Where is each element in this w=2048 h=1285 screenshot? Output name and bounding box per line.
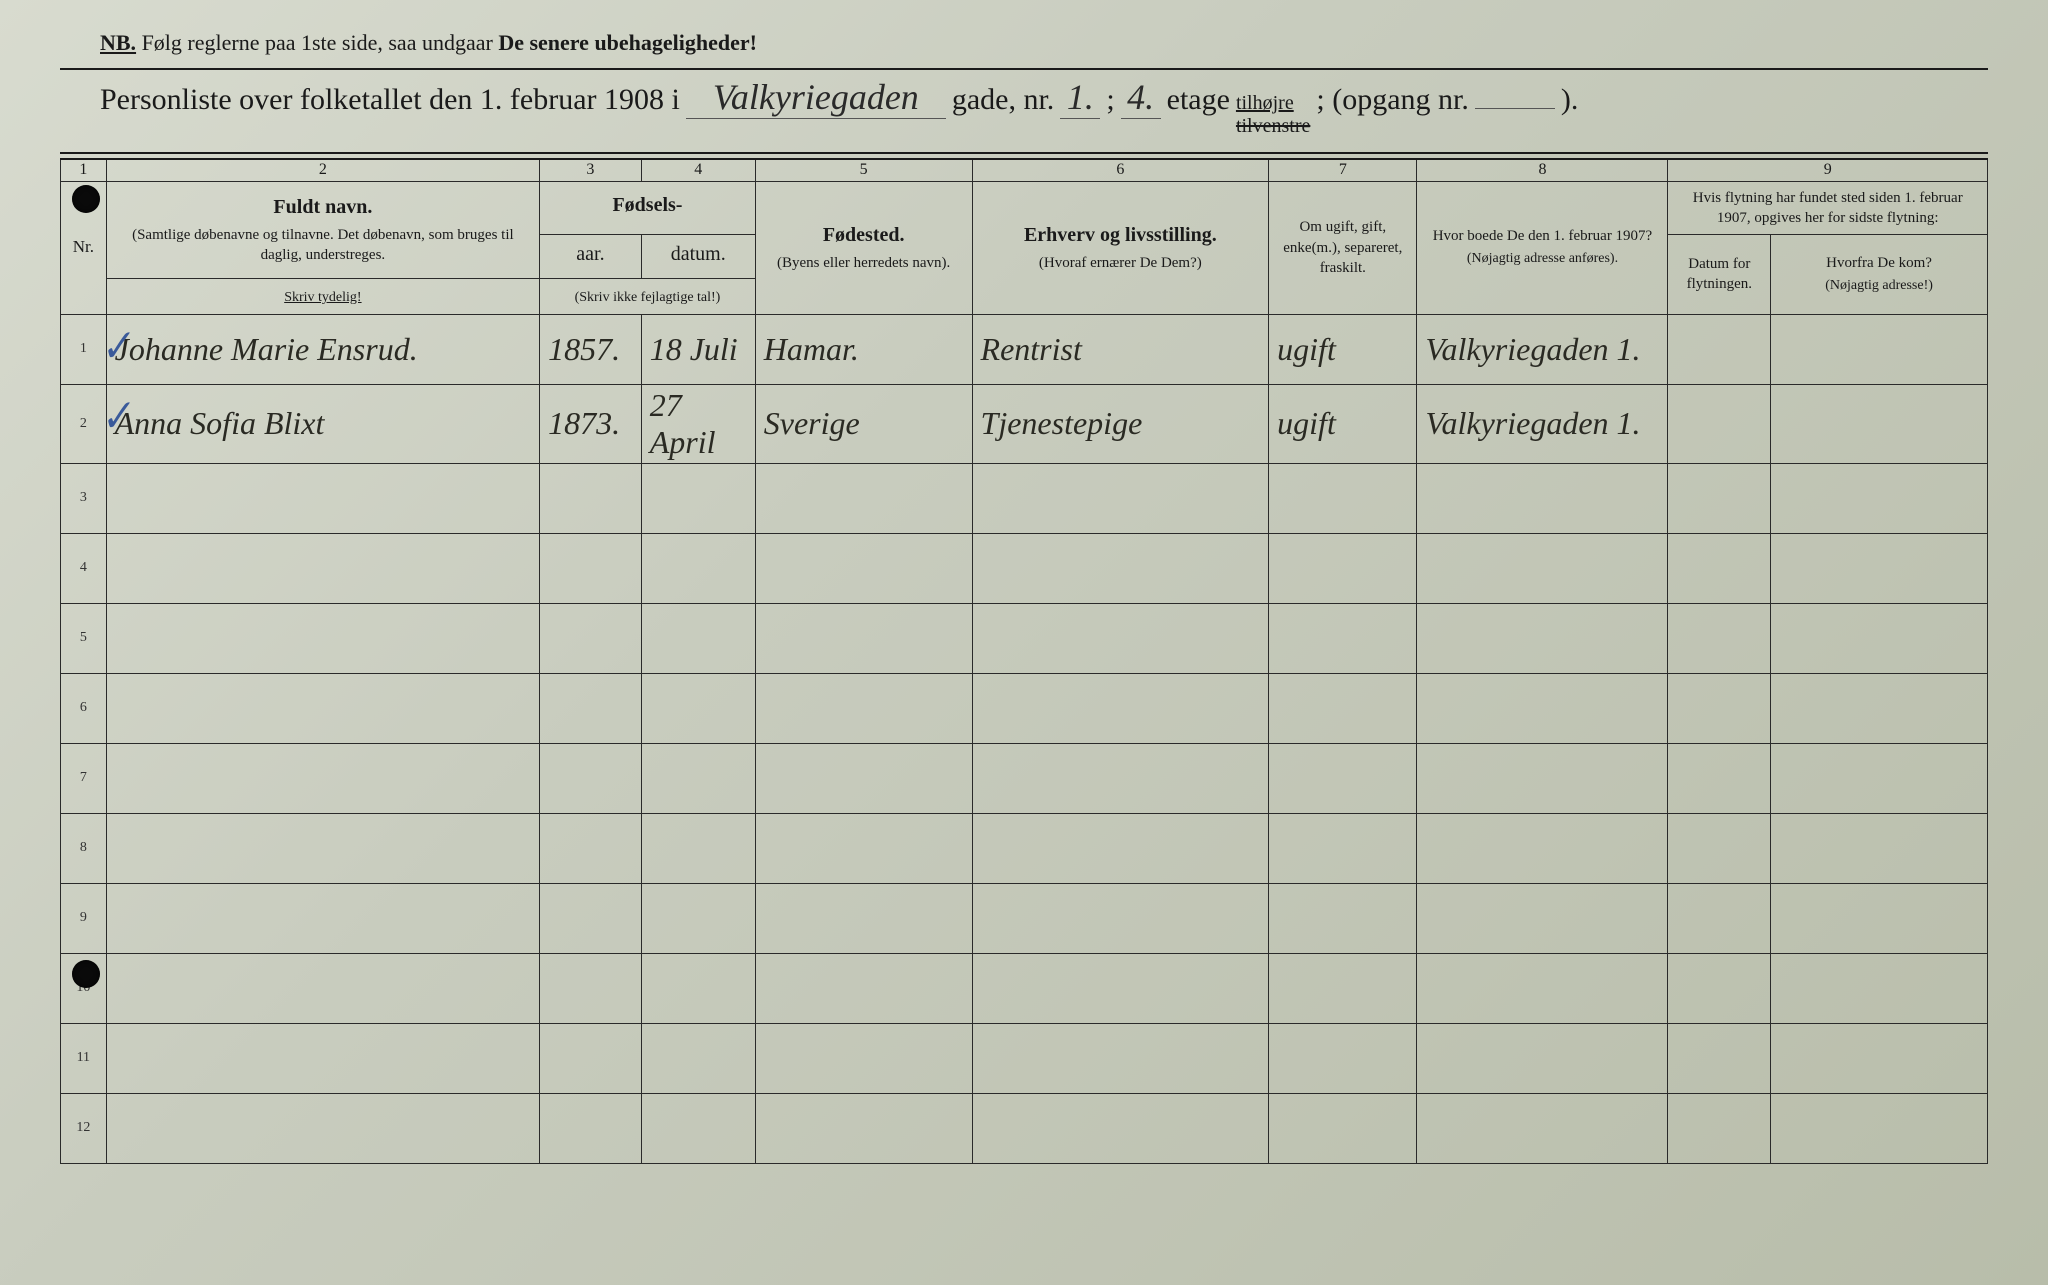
hdr-move-date: Datum for flytningen. <box>1668 235 1771 315</box>
table-row: 1 ✓ Johanne Marie Ensrud. 1857. 18 Juli … <box>61 314 1988 384</box>
cell-address: Valkyriegaden 1. <box>1417 384 1668 463</box>
colnum: 2 <box>106 159 540 181</box>
floor-field: 4. <box>1121 76 1161 119</box>
table-row: 7 <box>61 743 1988 813</box>
cell-nr: 8 <box>61 813 107 883</box>
nb-emph: De senere ubehageligheder! <box>498 30 757 55</box>
title-text: Personliste over folketallet den 1. febr… <box>100 83 680 117</box>
cell-move-date <box>1668 314 1771 384</box>
side-options: tilhøjre tilvenstre <box>1236 92 1310 138</box>
table-row: 9 <box>61 883 1988 953</box>
cell-name: ✓ Johanne Marie Ensrud. <box>106 314 540 384</box>
cell-date: 18 Juli <box>641 314 755 384</box>
colnum: 3 <box>540 159 642 181</box>
title-text: ). <box>1561 83 1579 117</box>
cell-date: 27 April <box>641 384 755 463</box>
cell-year: 1857. <box>540 314 642 384</box>
table-row: 10 <box>61 953 1988 1023</box>
header-row: Nr. Fuldt navn. (Samtlige døbenavne og t… <box>61 181 1988 235</box>
cell-nr: 11 <box>61 1023 107 1093</box>
cell-nr: 3 <box>61 463 107 533</box>
binder-hole <box>72 185 100 213</box>
hdr-name-tiny: Skriv tydelig! <box>106 279 540 315</box>
colnum: 7 <box>1269 159 1417 181</box>
table-row: 11 <box>61 1023 1988 1093</box>
cell-year: 1873. <box>540 384 642 463</box>
cell-occupation: Tjenestepige <box>972 384 1269 463</box>
house-nr-field: 1. <box>1060 76 1100 119</box>
form-title: Personliste over folketallet den 1. febr… <box>60 68 1988 154</box>
table-row: 4 <box>61 533 1988 603</box>
cell-place: Sverige <box>755 384 972 463</box>
column-number-row: 1 2 3 4 5 6 7 8 9 <box>61 159 1988 181</box>
colnum: 9 <box>1668 159 1988 181</box>
cell-nr: 6 <box>61 673 107 743</box>
hdr-prev-address: Hvor boede De den 1. februar 1907? (Nøja… <box>1417 181 1668 314</box>
nb-text: Følg reglerne paa 1ste side, saa undgaar <box>142 30 499 55</box>
cell-nr: 12 <box>61 1093 107 1163</box>
cell-nr: 9 <box>61 883 107 953</box>
colnum: 4 <box>641 159 755 181</box>
hdr-move-group: Hvis flytning har fundet sted siden 1. f… <box>1668 181 1988 235</box>
cell-status: ugift <box>1269 384 1417 463</box>
title-text: etage <box>1167 83 1230 117</box>
cell-nr: 4 <box>61 533 107 603</box>
cell-move-date <box>1668 384 1771 463</box>
colnum: 8 <box>1417 159 1668 181</box>
hdr-occupation: Erhverv og livsstilling. (Hvoraf ernærer… <box>972 181 1269 314</box>
colnum: 6 <box>972 159 1269 181</box>
checkmark-icon: ✓ <box>95 390 136 442</box>
cell-status: ugift <box>1269 314 1417 384</box>
hdr-from: Hvorfra De kom? (Nøjagtig adresse!) <box>1771 235 1988 315</box>
hdr-date: datum. <box>641 235 755 279</box>
table-row: 2 ✓ Anna Sofia Blixt 1873. 27 April Sver… <box>61 384 1988 463</box>
nb-warning: NB. Følg reglerne paa 1ste side, saa und… <box>60 30 1988 56</box>
colnum: 5 <box>755 159 972 181</box>
cell-from <box>1771 384 1988 463</box>
checkmark-icon: ✓ <box>95 320 136 372</box>
cell-name: ✓ Anna Sofia Blixt <box>106 384 540 463</box>
hdr-status: Om ugift, gift, enke(m.), separeret, fra… <box>1269 181 1417 314</box>
table-row: 12 <box>61 1093 1988 1163</box>
table-row: 8 <box>61 813 1988 883</box>
table-row: 6 <box>61 673 1988 743</box>
binder-hole <box>72 960 100 988</box>
nb-prefix: NB. <box>100 30 136 55</box>
title-text: gade, nr. <box>952 83 1054 117</box>
table-row: 5 <box>61 603 1988 673</box>
cell-nr: 7 <box>61 743 107 813</box>
entrance-field <box>1475 108 1555 109</box>
hdr-birth-tiny: (Skriv ikke fejlagtige tal!) <box>540 279 756 315</box>
hdr-year: aar. <box>540 235 642 279</box>
cell-occupation: Rentrist <box>972 314 1269 384</box>
title-text: ; (opgang nr. <box>1316 83 1468 117</box>
hdr-name: Fuldt navn. (Samtlige døbenavne og tilna… <box>106 181 540 279</box>
cell-address: Valkyriegaden 1. <box>1417 314 1668 384</box>
census-form-page: NB. Følg reglerne paa 1ste side, saa und… <box>0 0 2048 1285</box>
cell-nr: 5 <box>61 603 107 673</box>
table-row: 3 <box>61 463 1988 533</box>
colnum: 1 <box>61 159 107 181</box>
street-field: Valkyriegaden <box>686 76 946 119</box>
hdr-birth-group: Fødsels- <box>540 181 756 235</box>
cell-place: Hamar. <box>755 314 972 384</box>
census-table: 1 2 3 4 5 6 7 8 9 Nr. Fuldt navn. (Samtl… <box>60 158 1988 1164</box>
cell-from <box>1771 314 1988 384</box>
hdr-place: Fødested. (Byens eller herredets navn). <box>755 181 972 314</box>
title-text: ; <box>1106 83 1114 117</box>
